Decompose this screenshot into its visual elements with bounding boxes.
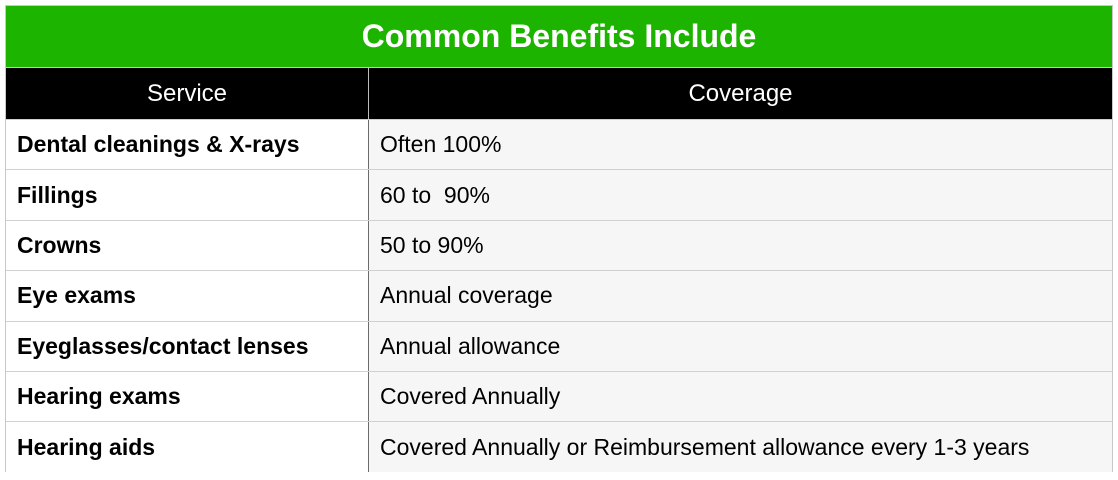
coverage-cell: 60 to 90%	[369, 170, 1112, 220]
table-row: Eyeglasses/contact lenses Annual allowan…	[6, 320, 1112, 371]
table-header-row: Service Coverage	[6, 68, 1112, 119]
coverage-cell: Covered Annually or Reimbursement allowa…	[369, 422, 1112, 472]
coverage-cell: Covered Annually	[369, 371, 1112, 422]
benefits-table: Common Benefits Include Service Coverage…	[5, 5, 1113, 472]
service-cell: Crowns	[6, 220, 369, 271]
table-row: Fillings 60 to 90%	[6, 169, 1112, 220]
table-row: Dental cleanings & X-rays Often 100%	[6, 119, 1112, 170]
coverage-cell: Often 100%	[369, 120, 1112, 170]
coverage-cell: Annual coverage	[369, 271, 1112, 321]
table-row: Hearing exams Covered Annually	[6, 370, 1112, 422]
table-row: Hearing aids Covered Annually or Reimbur…	[6, 421, 1112, 472]
table-row: Crowns 50 to 90%	[6, 219, 1112, 271]
table-row: Eye exams Annual coverage	[6, 270, 1112, 321]
service-cell: Eyeglasses/contact lenses	[6, 321, 369, 371]
coverage-cell: Annual allowance	[369, 321, 1112, 371]
service-cell: Dental cleanings & X-rays	[6, 120, 369, 170]
service-cell: Hearing aids	[6, 422, 369, 472]
coverage-cell: 50 to 90%	[369, 220, 1112, 271]
service-cell: Hearing exams	[6, 371, 369, 422]
service-cell: Eye exams	[6, 271, 369, 321]
header-coverage: Coverage	[688, 79, 793, 107]
table-title: Common Benefits Include	[6, 6, 1112, 68]
service-cell: Fillings	[6, 170, 369, 220]
header-service: Service	[6, 68, 369, 119]
